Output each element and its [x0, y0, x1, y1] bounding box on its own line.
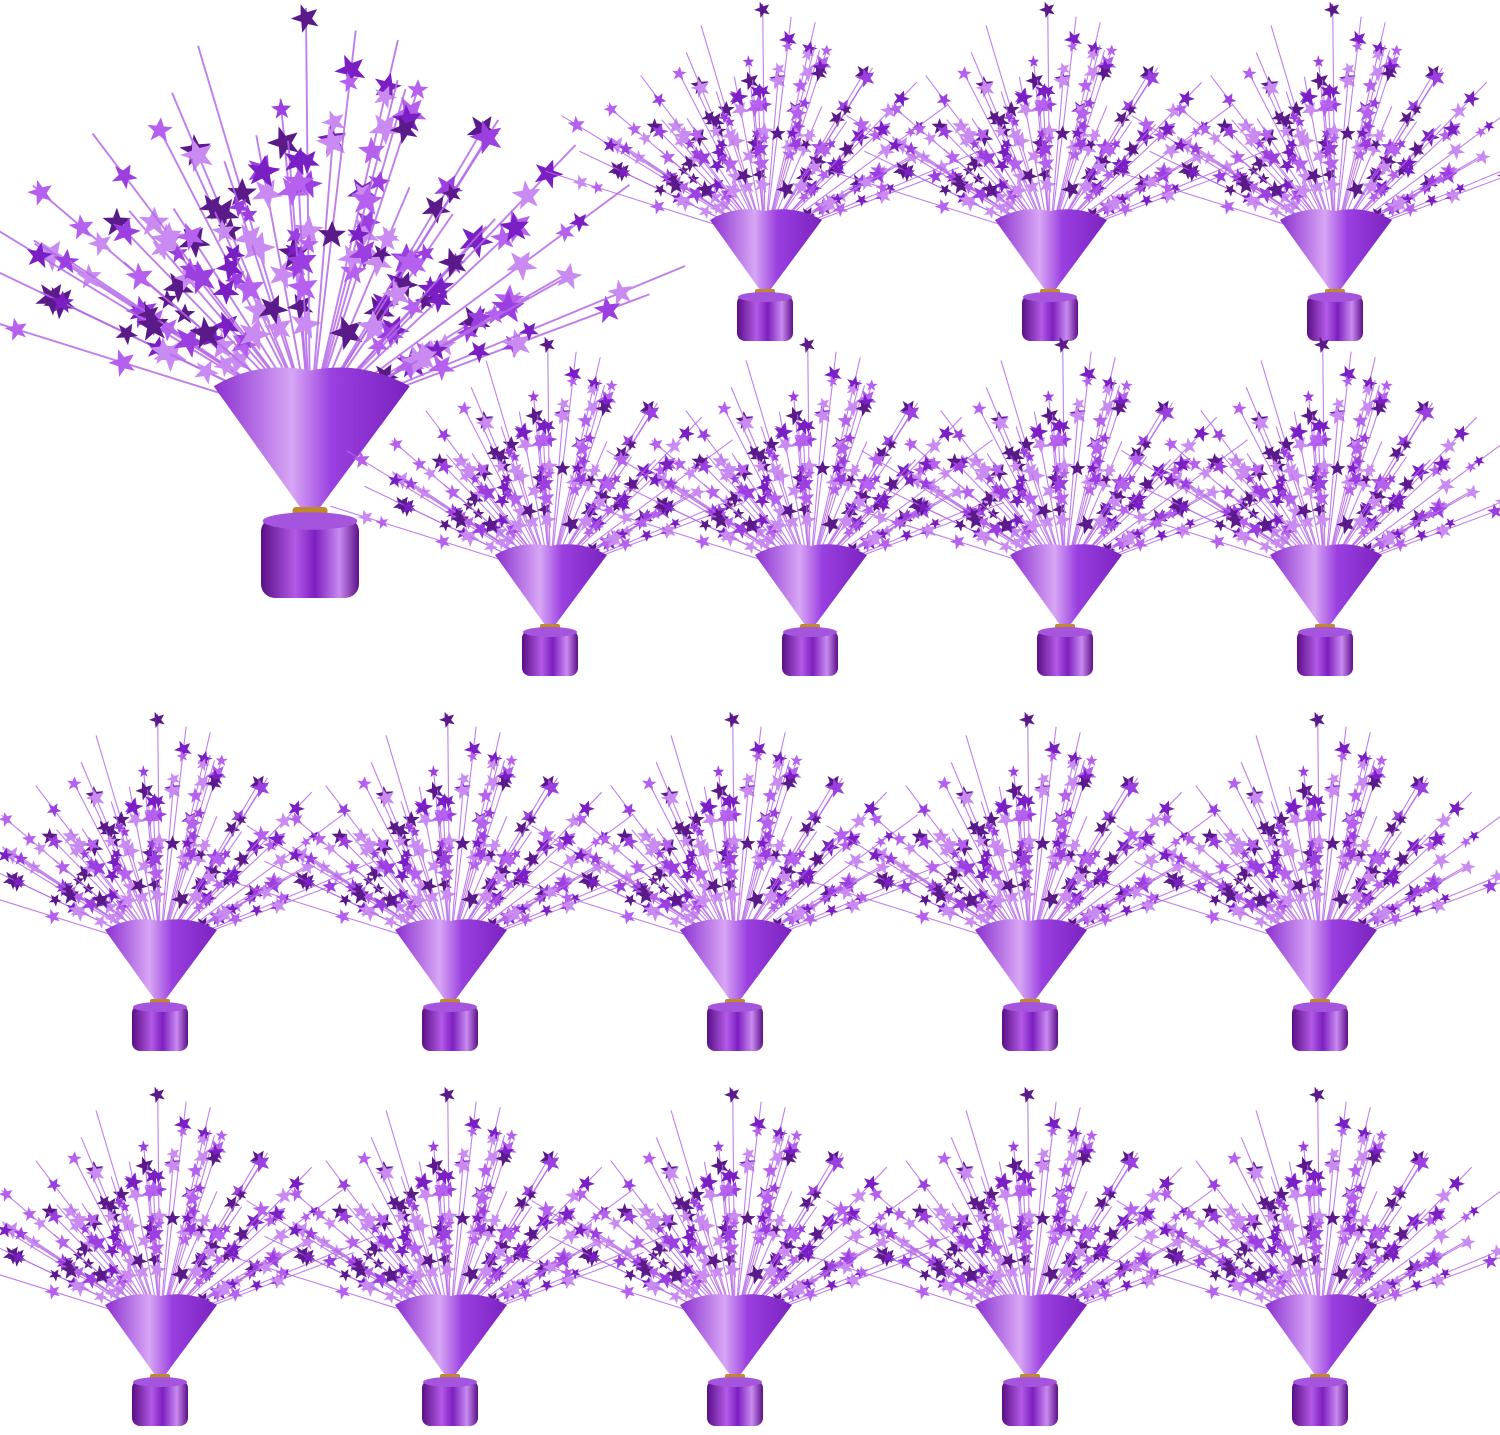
centerpiece	[0, 1083, 374, 1426]
centerpiece	[1101, 708, 1500, 1051]
centerpiece	[846, 333, 1280, 676]
centerpiece	[0, 708, 374, 1051]
centerpiece	[231, 708, 665, 1051]
centerpiece	[1101, 1083, 1500, 1426]
centerpiece	[0, 0, 685, 598]
centerpiece	[1106, 333, 1500, 676]
centerpiece	[231, 1083, 665, 1426]
